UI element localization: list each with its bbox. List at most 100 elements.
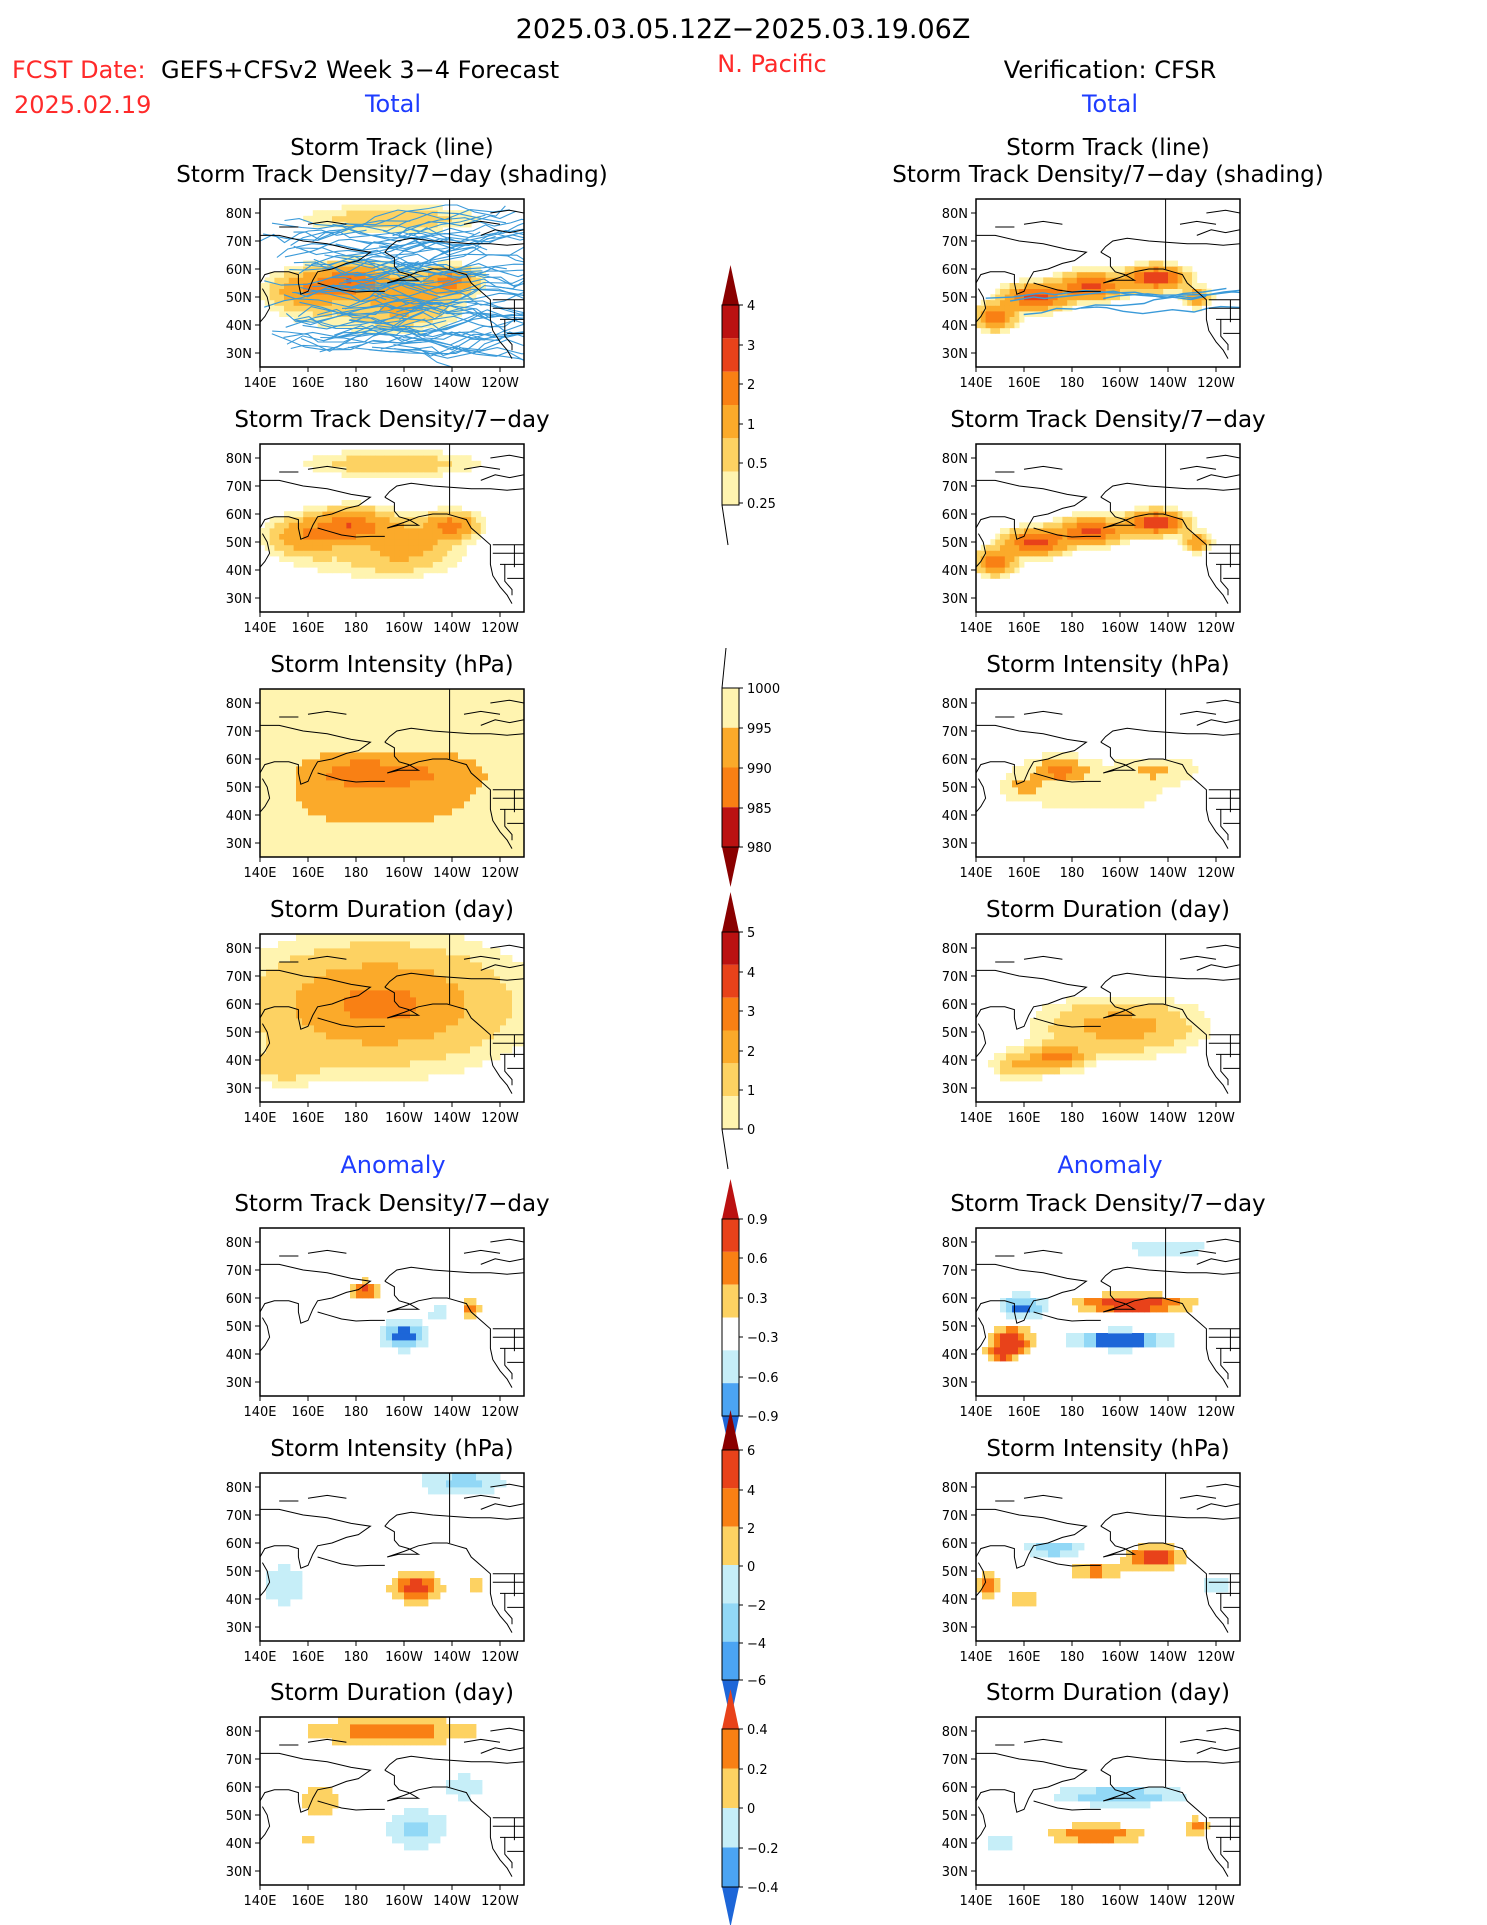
grid-cell [1000, 322, 1006, 329]
grid-cell [428, 1046, 435, 1054]
grid-cell [428, 745, 435, 753]
grid-cell [386, 1074, 393, 1082]
grid-cell [440, 787, 447, 795]
grid-cell [344, 969, 351, 977]
grid-cell [482, 766, 489, 774]
grid-cell [386, 689, 393, 697]
grid-cell [410, 836, 417, 844]
grid-cell [356, 1018, 363, 1026]
grid-cell [269, 533, 275, 540]
coastline-path [490, 209, 524, 214]
grid-cell [1072, 752, 1079, 760]
lon-tick-label: 160W [385, 621, 423, 636]
grid-cell [1086, 299, 1092, 306]
grid-cell [308, 1018, 315, 1026]
grid-cell [422, 1326, 429, 1334]
grid-cell [471, 277, 477, 284]
grid-cell [320, 976, 327, 984]
grid-cell [314, 794, 321, 802]
grid-cell [422, 962, 429, 970]
grid-cell [346, 283, 352, 289]
lon-tick-label: 180 [1060, 621, 1085, 636]
grid-cell [1162, 1039, 1169, 1047]
grid-cell [464, 941, 471, 949]
grid-cell [338, 689, 345, 697]
grid-cell [506, 696, 513, 704]
grid-cell [456, 556, 462, 562]
grid-cell [1048, 305, 1054, 312]
grid-cell [279, 299, 285, 306]
grid-cell [1144, 277, 1150, 284]
grid-cell [1014, 294, 1020, 301]
grid-cell [1120, 1025, 1127, 1033]
grid-cell [980, 327, 986, 334]
grid-cell [1072, 997, 1079, 1005]
grid-cell [386, 1333, 393, 1341]
grid-cell [1081, 544, 1087, 551]
grid-cell [1168, 759, 1175, 767]
grid-cell [1108, 1004, 1115, 1012]
grid-cell [260, 955, 267, 963]
grid-cell [1078, 997, 1085, 1005]
grid-cell [284, 1060, 291, 1068]
grid-cell [1024, 539, 1030, 546]
grid-cell [1076, 544, 1082, 551]
grid-cell [1072, 539, 1078, 546]
grid-cell [308, 1039, 315, 1047]
grid-cell [470, 731, 477, 739]
grid-cell [380, 567, 386, 574]
grid-cell [1078, 1305, 1085, 1313]
grid-cell [404, 759, 411, 767]
grid-cell [362, 948, 369, 956]
grid-cell [278, 1067, 285, 1075]
grid-cell [350, 843, 357, 851]
grid-cell [1067, 299, 1073, 306]
grid-cell [370, 215, 376, 222]
grid-cell [428, 516, 434, 523]
grid-cell [518, 710, 524, 718]
grid-cell [320, 745, 327, 753]
coastline-path [1100, 972, 1240, 988]
coastline-path [1179, 465, 1217, 470]
lat-tick-label: 40N [942, 1054, 968, 1069]
grid-cell [452, 516, 458, 523]
grid-cell [1084, 1018, 1091, 1026]
lon-tick-label: 140E [959, 866, 992, 881]
grid-cell [332, 299, 338, 306]
storm-track-line [317, 308, 447, 328]
grid-cell [296, 710, 303, 718]
grid-cell [356, 1011, 363, 1019]
grid-cell [290, 1060, 297, 1068]
grid-cell [476, 997, 483, 1005]
grid-cell [470, 1305, 477, 1313]
grid-cell [408, 544, 414, 551]
grid-cell [404, 843, 411, 851]
grid-cell [422, 969, 429, 977]
grid-cell [418, 215, 424, 222]
storm-track-line [338, 263, 524, 284]
grid-cell [464, 829, 471, 837]
grid-cell [327, 567, 333, 574]
grid-cell [404, 696, 411, 704]
coastline-path [1196, 229, 1240, 236]
grid-cell [362, 990, 369, 998]
lat-tick-label: 30N [226, 1082, 252, 1097]
grid-cell [410, 1046, 417, 1054]
grid-cell [488, 752, 495, 760]
grid-cell [332, 550, 338, 557]
grid-cell [1042, 766, 1049, 774]
grid-cell [458, 703, 465, 711]
grid-cell [1086, 283, 1092, 289]
grid-cell [278, 1053, 285, 1061]
grid-cell [356, 843, 363, 851]
grid-cell [1120, 288, 1126, 295]
grid-cell [370, 266, 376, 273]
grid-cell [1198, 1018, 1205, 1026]
grid-cell [284, 759, 291, 767]
grid-cell [394, 561, 400, 568]
grid-cell [416, 969, 423, 977]
grid-cell [308, 962, 315, 970]
grid-cell [260, 724, 267, 732]
grid-cell [1174, 1018, 1181, 1026]
grid-cell [1072, 522, 1078, 529]
